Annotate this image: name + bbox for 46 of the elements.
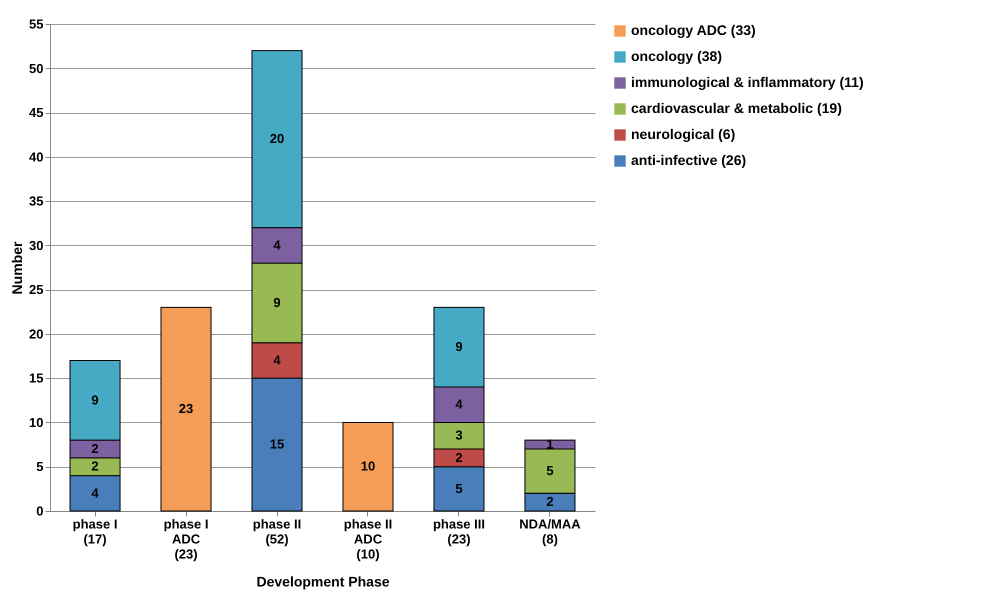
data-label: 9 <box>273 294 281 310</box>
data-label: 5 <box>455 480 463 496</box>
x-tick-label: phase III (23) <box>432 516 485 546</box>
data-label: 2 <box>91 441 99 456</box>
legend-label: immunological & inflammatory (11) <box>631 74 864 90</box>
data-label: 9 <box>455 339 463 354</box>
y-tick-label: 20 <box>29 326 44 342</box>
legend-label: cardiovascular & metabolic (19) <box>631 100 842 116</box>
y-tick-label: 30 <box>29 238 44 253</box>
x-axis-title: Development Phase <box>256 574 390 590</box>
x-tick-label: phase II ADC (10) <box>344 516 392 562</box>
x-tick-label: NDA/MAA (8) <box>519 516 582 546</box>
data-label: 15 <box>270 436 284 452</box>
x-tick-label: phase I (17) <box>72 516 118 546</box>
bar <box>160 306 212 512</box>
y-tick-label: 5 <box>36 459 44 474</box>
data-label: 23 <box>178 401 194 416</box>
bar <box>342 422 394 512</box>
data-label: 5 <box>546 463 554 478</box>
data-label: 2 <box>455 450 463 465</box>
y-tick-label: 15 <box>29 370 44 386</box>
data-label: 20 <box>270 131 284 146</box>
legend-label: oncology ADC (33) <box>631 22 756 38</box>
y-tick-label: 0 <box>36 504 44 518</box>
y-tick-label: 10 <box>29 414 44 430</box>
data-label: 4 <box>455 396 464 412</box>
data-label: 3 <box>455 428 463 443</box>
data-label: 2 <box>546 494 554 510</box>
data-label: 10 <box>360 458 376 474</box>
x-tick-label: phase I ADC (23) <box>164 516 208 562</box>
y-tick-label: 25 <box>29 282 44 298</box>
data-label: 4 <box>91 485 100 500</box>
data-label: 4 <box>273 352 282 368</box>
data-label: 4 <box>273 237 282 252</box>
x-tick-label: phase II (52) <box>252 516 302 546</box>
y-tick-label: 45 <box>29 105 44 120</box>
y-tick-label: 35 <box>29 194 44 209</box>
y-tick-label: 40 <box>29 149 44 164</box>
legend-label: oncology (38) <box>631 48 722 64</box>
legend-label: neurological (6) <box>631 126 736 142</box>
data-label: 2 <box>91 458 99 474</box>
y-tick-label: 55 <box>29 16 44 32</box>
data-label: 9 <box>91 392 99 408</box>
legend-label: anti-infective (26) <box>631 152 746 168</box>
y-axis-title: Number <box>9 241 26 294</box>
y-tick-label: 50 <box>29 60 44 76</box>
